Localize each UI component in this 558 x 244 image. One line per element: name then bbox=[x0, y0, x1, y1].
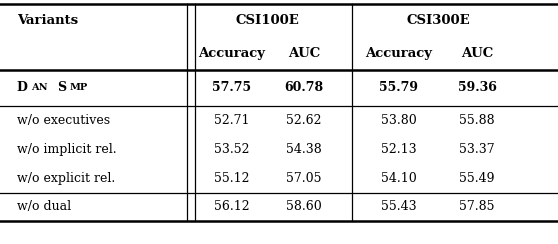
Text: S: S bbox=[57, 81, 66, 94]
Text: w/o implicit rel.: w/o implicit rel. bbox=[17, 143, 117, 156]
Text: 59.36: 59.36 bbox=[458, 81, 497, 94]
Text: 52.62: 52.62 bbox=[286, 114, 322, 127]
Text: D: D bbox=[17, 81, 27, 94]
Text: MP: MP bbox=[69, 83, 88, 92]
Text: 60.78: 60.78 bbox=[285, 81, 324, 94]
Text: Accuracy: Accuracy bbox=[365, 47, 432, 60]
Text: 55.49: 55.49 bbox=[459, 172, 495, 185]
Text: 53.52: 53.52 bbox=[214, 143, 249, 156]
Text: 55.43: 55.43 bbox=[381, 200, 417, 214]
Text: 58.60: 58.60 bbox=[286, 200, 322, 214]
Text: w/o dual: w/o dual bbox=[17, 200, 71, 214]
Text: 57.05: 57.05 bbox=[286, 172, 322, 185]
Text: 52.71: 52.71 bbox=[214, 114, 249, 127]
Text: 54.38: 54.38 bbox=[286, 143, 322, 156]
Text: CSI100E: CSI100E bbox=[236, 14, 300, 27]
Text: AUC: AUC bbox=[461, 47, 493, 60]
Text: w/o executives: w/o executives bbox=[17, 114, 110, 127]
Text: 55.12: 55.12 bbox=[214, 172, 249, 185]
Text: Accuracy: Accuracy bbox=[198, 47, 265, 60]
Text: CSI300E: CSI300E bbox=[406, 14, 470, 27]
Text: Variants: Variants bbox=[17, 14, 78, 27]
Text: AUC: AUC bbox=[288, 47, 320, 60]
Text: 53.37: 53.37 bbox=[459, 143, 495, 156]
Text: w/o explicit rel.: w/o explicit rel. bbox=[17, 172, 115, 185]
Text: 57.85: 57.85 bbox=[459, 200, 495, 214]
Text: 54.10: 54.10 bbox=[381, 172, 417, 185]
Text: AN: AN bbox=[31, 83, 48, 92]
Text: 57.75: 57.75 bbox=[212, 81, 251, 94]
Text: 52.13: 52.13 bbox=[381, 143, 417, 156]
Text: 55.79: 55.79 bbox=[379, 81, 418, 94]
Text: 53.80: 53.80 bbox=[381, 114, 417, 127]
Text: 56.12: 56.12 bbox=[214, 200, 249, 214]
Text: 55.88: 55.88 bbox=[459, 114, 495, 127]
